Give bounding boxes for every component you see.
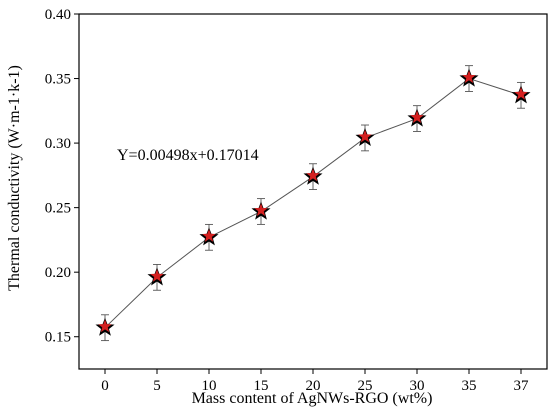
x-tick-label: 10 — [202, 378, 217, 394]
axes: 0.15 0.20 0.25 0.30 0.35 0.40 0 5 10 15 20 25 30 35 37 — [45, 7, 548, 394]
x-tick-label: 37 — [514, 378, 530, 394]
data-point-star — [410, 110, 424, 124]
y-tick-label: 0.25 — [45, 201, 71, 217]
data-point-star — [254, 203, 268, 216]
data-point-star — [202, 229, 216, 242]
y-tick-label: 0.35 — [45, 72, 71, 88]
y-tick-label: 0.15 — [45, 330, 71, 346]
x-tick-label: 30 — [410, 378, 425, 394]
y-tick-label: 0.20 — [45, 265, 71, 281]
series — [95, 65, 531, 342]
data-point-star — [98, 319, 112, 333]
y-axis-title: Thermal conductivity (W·m-1·k-1) — [6, 65, 23, 291]
data-point-star — [150, 269, 164, 282]
x-tick-label: 25 — [358, 378, 373, 394]
series-line — [104, 77, 522, 329]
y-tick-label: 0.30 — [45, 136, 71, 152]
x-tick-label: 15 — [254, 378, 269, 394]
x-axis-title: Mass content of AgNWs-RGO (wt%) — [192, 390, 433, 407]
data-point-star — [358, 129, 372, 143]
data-point-star — [306, 168, 320, 182]
data-point-star — [462, 70, 476, 84]
x-tick-label: 0 — [101, 378, 109, 394]
x-tick-label: 20 — [306, 378, 321, 394]
y-tick-label: 0.40 — [45, 7, 71, 23]
plot-frame — [78, 13, 548, 370]
equation-annotation: Y=0.00498x+0.17014 — [117, 147, 259, 164]
x-tick-label: 35 — [462, 378, 477, 394]
x-tick-label: 5 — [153, 378, 161, 394]
data-point-star — [514, 87, 528, 100]
